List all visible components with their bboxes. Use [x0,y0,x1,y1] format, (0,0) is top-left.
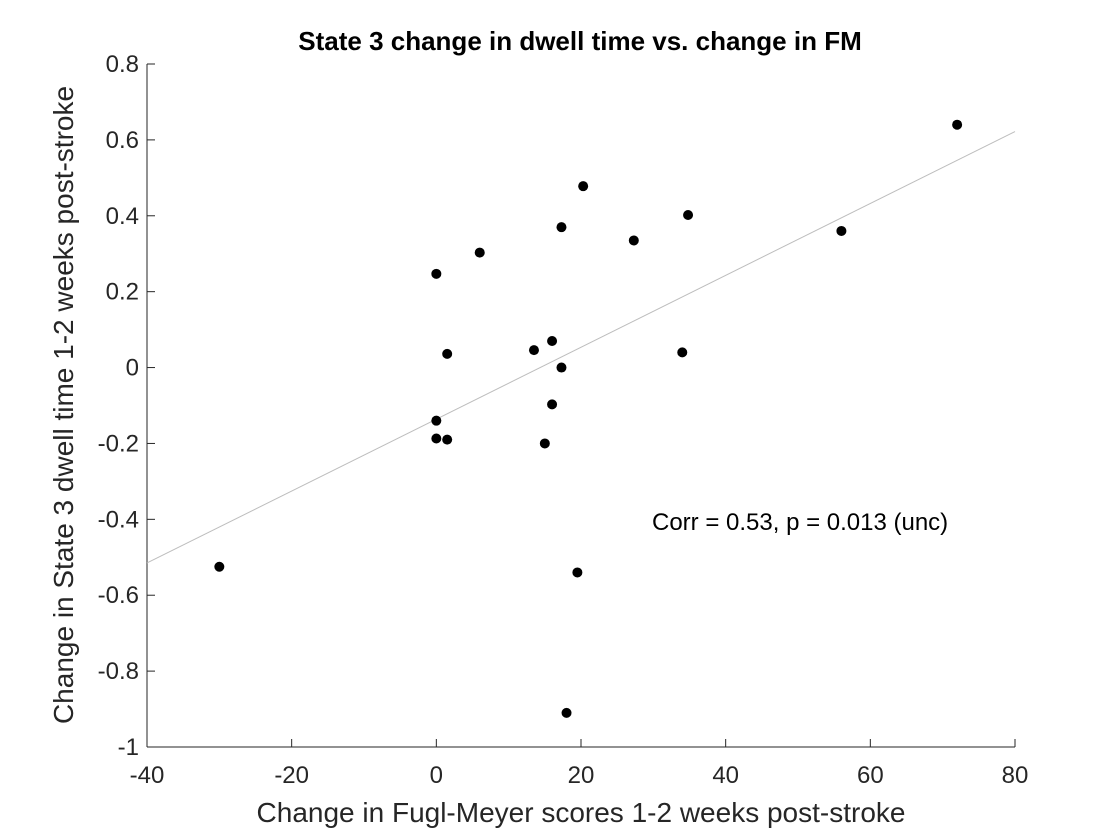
data-point [442,434,453,445]
data-point [442,348,453,359]
data-point [578,181,589,192]
fit-line [146,131,1016,564]
data-point [677,347,688,358]
data-point [547,399,558,410]
data-point [561,707,572,718]
data-point [683,210,694,221]
x-tick-label: 40 [712,762,739,789]
y-tick-label: 0.6 [106,127,139,154]
correlation-annotation: Corr = 0.53, p = 0.013 (unc) [652,509,948,536]
data-point [431,415,442,426]
y-tick-label: 0.8 [106,51,139,78]
y-tick-label: -0.8 [98,658,139,685]
chart-title: State 3 change in dwell time vs. change … [298,26,861,56]
y-tick-label: -0.2 [98,430,139,457]
data-point [547,335,558,346]
y-tick-label: 0.4 [106,203,139,230]
data-point [952,119,963,130]
y-tick-label: -0.6 [98,582,139,609]
x-axis-label: Change in Fugl-Meyer scores 1-2 weeks po… [257,797,906,828]
data-point [431,268,442,279]
x-tick-label: 60 [857,762,884,789]
data-point [836,225,847,236]
y-tick-label: -0.4 [98,506,139,533]
x-tick-label: 0 [430,762,443,789]
data-point [628,235,639,246]
y-tick-label: 0 [126,355,139,382]
data-point [214,561,225,572]
data-point [528,345,539,356]
x-tick-label: 80 [1002,762,1029,789]
y-ticks: -1 -0.8 -0.6 -0.4 -0.2 0 0.2 0.4 0.6 0.8 [98,51,155,761]
x-ticks: -40 -20 0 20 40 60 80 [130,739,1029,789]
data-point [556,222,567,233]
x-tick-label: -20 [274,762,309,789]
x-tick-label: -40 [130,762,165,789]
y-axis-label: Change in State 3 dwell time 1-2 weeks p… [48,86,79,724]
data-point [572,567,583,578]
data-points [214,119,963,718]
y-tick-label: -1 [118,734,139,761]
x-tick-label: 20 [568,762,595,789]
data-point [431,433,442,444]
y-tick-label: 0.2 [106,279,139,306]
data-point [539,438,550,449]
data-point [556,362,567,373]
plot-area: -40 -20 0 20 40 60 80 -1 -0.8 -0.6 -0.4 -0.2 0 0.2 0.… [98,51,1029,789]
data-point [474,247,485,258]
